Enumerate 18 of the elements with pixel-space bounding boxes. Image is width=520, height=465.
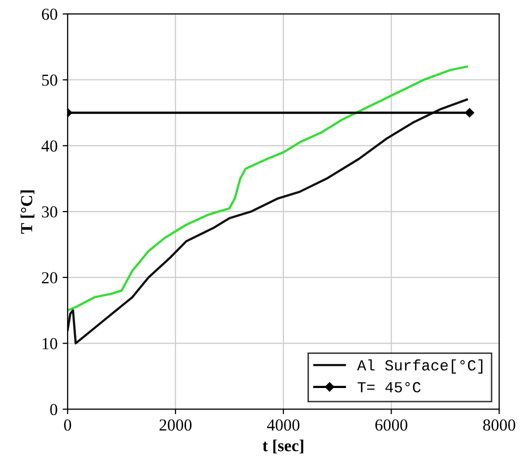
line-series — [68, 66, 468, 312]
y-tick-label: 0 — [50, 404, 58, 416]
legend-label: Al Surface[°C] — [357, 359, 482, 374]
y-tick-label: 40 — [42, 140, 58, 152]
y-axis-title: T [°C] — [20, 190, 34, 234]
x-tick-label: 0 — [64, 419, 72, 431]
x-tick-label: 6000 — [375, 419, 408, 431]
x-tick-label: 4000 — [267, 419, 300, 431]
x-axis-title: t [sec] — [262, 440, 304, 454]
x-tick-label: 2000 — [160, 419, 192, 431]
line-series — [68, 98, 468, 344]
x-tick-label: 8000 — [483, 419, 516, 431]
legend-label: T= 45°C — [358, 382, 421, 392]
y-tick-label: 30 — [42, 206, 58, 218]
y-tick-label: 60 — [42, 8, 58, 20]
y-tick-label: 20 — [42, 272, 58, 284]
y-tick-label: 10 — [42, 338, 58, 350]
y-tick-label: 50 — [42, 74, 58, 86]
